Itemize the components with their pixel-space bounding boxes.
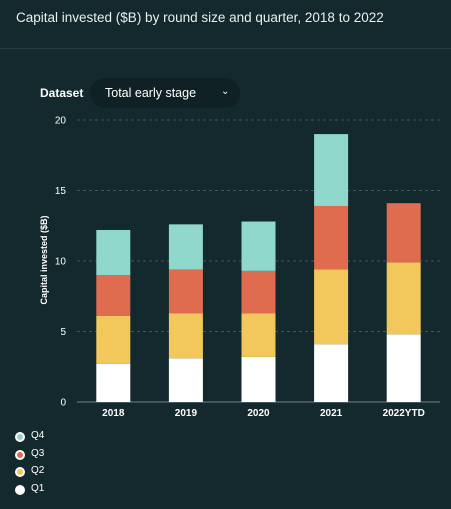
chart-title: Capital invested ($B) by round size and … xyxy=(16,10,384,25)
bar-segment-q3[interactable] xyxy=(96,275,131,316)
y-tick-label: 5 xyxy=(60,327,66,338)
bar-segment-q2[interactable] xyxy=(386,262,421,335)
x-tick-label: 2021 xyxy=(320,408,343,419)
bar-segment-q4[interactable] xyxy=(168,224,203,270)
bar-segment-q4[interactable] xyxy=(314,134,349,207)
legend-swatch xyxy=(15,432,25,442)
header-divider xyxy=(0,48,451,49)
x-tick-label: 2018 xyxy=(102,408,125,419)
bar-segment-q2[interactable] xyxy=(241,313,276,357)
bar-segment-q2[interactable] xyxy=(96,315,131,364)
bar-segment-q1[interactable] xyxy=(96,363,131,402)
x-tick-label: 2022YTD xyxy=(383,408,425,419)
bar-segment-q1[interactable] xyxy=(386,334,421,402)
chevron-down-icon: ⌄ xyxy=(221,86,230,97)
legend-swatch xyxy=(15,449,25,460)
legend-label: Q3 xyxy=(31,447,45,459)
bar-segment-q1[interactable] xyxy=(168,358,203,402)
bar-segment-q3[interactable] xyxy=(386,203,421,263)
bar-segment-q2[interactable] xyxy=(314,269,349,345)
x-tick-label: 2020 xyxy=(247,408,270,419)
bar-segment-q3[interactable] xyxy=(241,270,276,314)
y-tick-label: 10 xyxy=(55,257,67,268)
dataset-dropdown-value: Total early stage xyxy=(105,86,197,100)
dataset-dropdown[interactable]: Total early stage ⌄ xyxy=(90,78,240,108)
x-tick-label: 2019 xyxy=(175,408,198,419)
bar-segment-q2[interactable] xyxy=(168,313,203,359)
stacked-bar-chart: 0 5 10 15 20 2018 2019 2020 2021 2022YTD Capital … xyxy=(39,116,440,419)
legend-swatch xyxy=(15,484,25,495)
legend-label: Q1 xyxy=(31,482,45,494)
bar-segment-q3[interactable] xyxy=(314,206,349,270)
bar-segment-q4[interactable] xyxy=(96,229,131,276)
bar-segment-q3[interactable] xyxy=(168,269,203,314)
y-tick-label: 15 xyxy=(55,186,67,197)
legend-swatch xyxy=(15,467,25,477)
y-axis-title: Capital invested ($B) xyxy=(39,215,49,304)
y-tick-label: 20 xyxy=(55,116,67,127)
bar-segment-q1[interactable] xyxy=(241,356,276,402)
legend-label: Q4 xyxy=(31,430,45,441)
dataset-label: Dataset xyxy=(40,86,84,100)
bar-segment-q4[interactable] xyxy=(241,221,276,271)
legend-label: Q2 xyxy=(31,465,45,476)
bar-segment-q1[interactable] xyxy=(314,344,349,402)
y-tick-label: 0 xyxy=(60,398,66,409)
